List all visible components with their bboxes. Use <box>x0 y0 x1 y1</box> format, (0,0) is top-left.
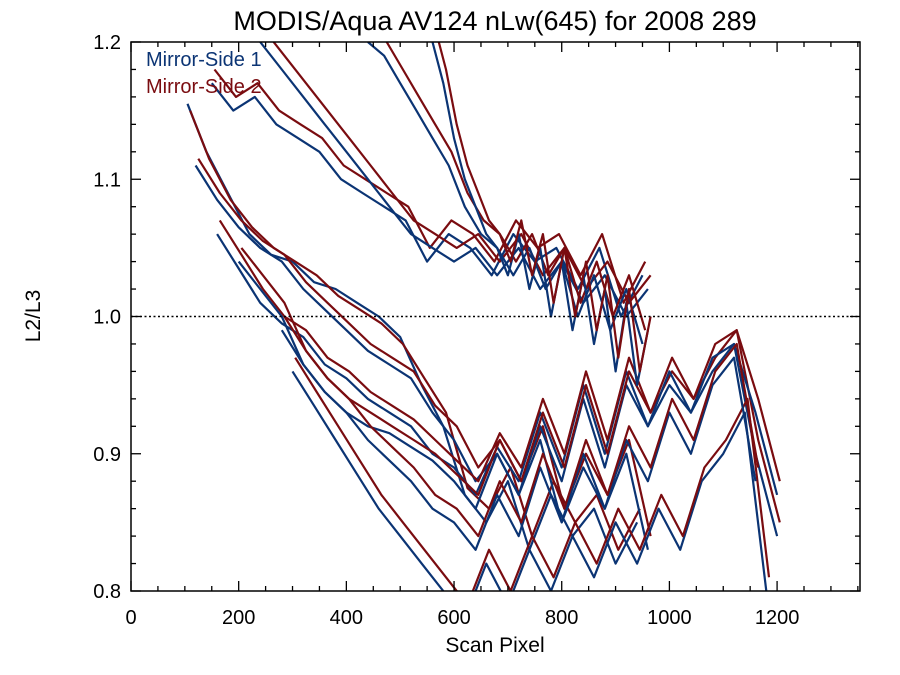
series-line-18-mirror-side-2 <box>385 42 647 331</box>
series-line-11-mirror-side-1 <box>280 329 757 551</box>
series-line-9-mirror-side-1 <box>291 370 768 591</box>
y-tick-label: 1.1 <box>93 169 121 191</box>
x-axis-label: Scan Pixel <box>445 634 544 657</box>
series-line-10-mirror-side-2 <box>294 357 771 591</box>
x-tick-label: 1200 <box>755 607 800 629</box>
x-tick-label: 0 <box>125 607 136 629</box>
series-line-17-mirror-side-1 <box>367 42 644 345</box>
series-line-12-mirror-side-2 <box>283 315 760 538</box>
x-tick-label: 400 <box>330 607 363 629</box>
y-tick-label: 0.9 <box>93 444 121 466</box>
x-tick-label: 600 <box>437 607 470 629</box>
y-tick-label: 1.2 <box>93 32 121 54</box>
series-layer <box>186 42 781 591</box>
series-line-1-mirror-side-1 <box>186 103 639 565</box>
chart-title: MODIS/Aqua AV124 nLw(645) for 2008 289 <box>233 6 756 36</box>
series-line-3-mirror-side-1 <box>194 164 649 551</box>
y-tick-label: 0.8 <box>93 581 121 603</box>
x-tick-label: 1000 <box>647 607 692 629</box>
series-line-13-mirror-side-1 <box>210 82 644 318</box>
series-line-2-mirror-side-2 <box>189 110 641 551</box>
x-tick-label: 200 <box>222 607 255 629</box>
x-tick-label: 800 <box>545 607 578 629</box>
legend-entry-mirror-side-1: Mirror-Side 1 <box>146 49 262 71</box>
legend: Mirror-Side 1 Mirror-Side 2 <box>146 49 262 98</box>
y-tick-label: 1.0 <box>93 307 121 329</box>
series-line-6-mirror-side-2 <box>218 219 781 523</box>
series-line-14-mirror-side-2 <box>213 68 647 304</box>
series-line-20-mirror-side-2 <box>437 42 652 373</box>
legend-entry-mirror-side-2: Mirror-Side 2 <box>146 76 262 98</box>
y-axis-label: L2/L3 <box>22 290 45 343</box>
ticks-layer: 0 200 400 600 800 1000 1200 0.8 0.9 1.0 1.1 1.2 <box>93 32 860 629</box>
